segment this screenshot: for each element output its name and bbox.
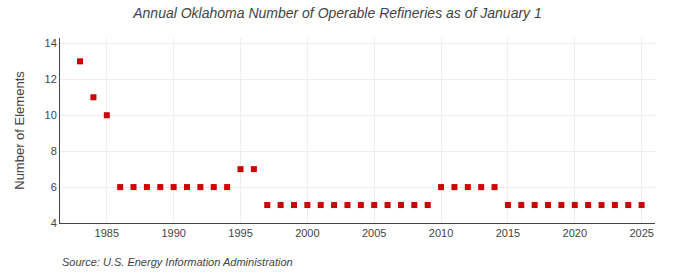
svg-text:Source: U.S. Energy Informatio: Source: U.S. Energy Information Administ…	[62, 256, 293, 268]
svg-text:2015: 2015	[496, 227, 520, 239]
svg-text:2005: 2005	[362, 227, 386, 239]
svg-text:1995: 1995	[228, 227, 252, 239]
svg-text:2000: 2000	[295, 227, 319, 239]
svg-text:1985: 1985	[95, 227, 119, 239]
svg-text:2020: 2020	[563, 227, 587, 239]
svg-text:6: 6	[51, 181, 57, 193]
svg-text:Annual Oklahoma Number of Oper: Annual Oklahoma Number of Operable Refin…	[132, 5, 542, 21]
svg-text:12: 12	[45, 73, 57, 85]
svg-text:10: 10	[45, 109, 57, 121]
svg-text:4: 4	[51, 217, 57, 229]
svg-text:Number of Elements: Number of Elements	[12, 71, 27, 190]
svg-text:8: 8	[51, 145, 57, 157]
svg-text:2025: 2025	[629, 227, 653, 239]
svg-text:1990: 1990	[161, 227, 185, 239]
svg-text:14: 14	[45, 37, 57, 49]
svg-text:2010: 2010	[429, 227, 453, 239]
